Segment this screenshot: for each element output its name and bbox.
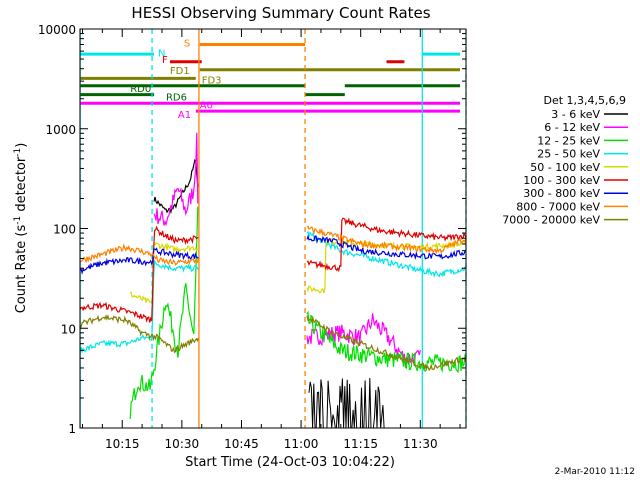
series-line-8 bbox=[79, 313, 199, 354]
series-line-4 bbox=[306, 236, 467, 294]
legend-title: Det 1,3,4,5,6,9 bbox=[543, 94, 626, 107]
series-line-1 bbox=[153, 132, 199, 227]
series-layer bbox=[79, 132, 467, 429]
legend-label: 3 - 6 keV bbox=[551, 108, 600, 121]
series-line-3 bbox=[306, 230, 467, 278]
legend-label: 50 - 100 keV bbox=[530, 161, 600, 174]
y-tick-label: 100 bbox=[53, 223, 76, 237]
x-tick-label: 10:30 bbox=[165, 437, 200, 451]
series-line-6 bbox=[79, 247, 199, 275]
y-tick-label: 10000 bbox=[38, 23, 76, 37]
x-tick-label: 11:30 bbox=[403, 437, 438, 451]
series-line-3 bbox=[79, 259, 199, 354]
legend-label: 12 - 25 keV bbox=[537, 134, 600, 147]
flag-label-rd0: RD0 bbox=[130, 84, 151, 95]
legend-label: 800 - 7000 keV bbox=[516, 200, 600, 213]
y-axis-label: Count Rate (s-1 detector-1) bbox=[13, 143, 29, 314]
flag-label-fd1: FD1 bbox=[170, 66, 190, 77]
series-line-6 bbox=[306, 234, 467, 261]
series-line-2 bbox=[129, 206, 199, 420]
flag-label-n: N bbox=[158, 49, 165, 60]
legend-label: 300 - 800 keV bbox=[523, 187, 600, 200]
series-line-0 bbox=[153, 158, 199, 215]
flag-label-s: S bbox=[184, 39, 190, 50]
x-axis-label: Start Time (24-Oct-03 10:04:22) bbox=[185, 455, 395, 470]
footer-date: 2-Mar-2010 11:12 bbox=[555, 467, 635, 477]
series-line-5 bbox=[79, 225, 199, 323]
legend-label: 6 - 12 keV bbox=[544, 121, 600, 134]
series-line-8 bbox=[306, 315, 467, 372]
legend-label: 7000 - 20000 keV bbox=[502, 214, 600, 227]
flag-label-rd6: RD6 bbox=[166, 93, 187, 104]
series-line-7 bbox=[306, 225, 467, 255]
y-tick-label: 1 bbox=[68, 422, 76, 436]
series-line-7 bbox=[79, 242, 199, 266]
x-tick-label: 10:15 bbox=[105, 437, 140, 451]
x-tick-label: 10:45 bbox=[224, 437, 259, 451]
series-line-0-post bbox=[308, 377, 385, 429]
chart-title: HESSI Observing Summary Count Rates bbox=[131, 4, 430, 22]
flag-label-fd3: FD3 bbox=[202, 76, 222, 87]
flag-label-f: F bbox=[162, 55, 168, 66]
y-tick-label: 10 bbox=[61, 322, 76, 336]
flag-label-a0: A0 bbox=[200, 101, 213, 112]
legend-label: 25 - 50 keV bbox=[537, 148, 600, 161]
x-tick-label: 11:15 bbox=[343, 437, 378, 451]
legend-label: 100 - 300 keV bbox=[523, 174, 600, 187]
flag-label-a1: A1 bbox=[178, 110, 191, 121]
series-line-5 bbox=[306, 217, 467, 273]
y-tick-label: 1000 bbox=[45, 123, 76, 137]
axes-layer: 1 10 100 1000 10000 10:15 10:30 10:45 11:00 11:15… bbox=[38, 23, 467, 451]
x-tick-label: 11:00 bbox=[284, 437, 319, 451]
